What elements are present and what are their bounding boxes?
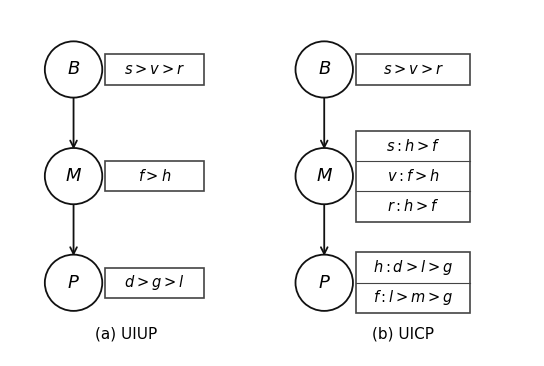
Text: $v : f > h$: $v : f > h$ [387,168,440,184]
Text: (b) UICP: (b) UICP [372,326,434,341]
FancyBboxPatch shape [356,131,471,221]
Text: $f > h$: $f > h$ [138,168,171,184]
Text: $B$: $B$ [67,60,80,78]
Text: (a) UIUP: (a) UIUP [95,326,157,341]
Ellipse shape [45,148,102,204]
Text: $s > v > r$: $s > v > r$ [124,62,185,77]
Text: $h : d > l > g$: $h : d > l > g$ [373,258,453,277]
FancyBboxPatch shape [105,161,204,191]
Ellipse shape [45,255,102,311]
Ellipse shape [295,41,353,98]
Text: $r : h > f$: $r : h > f$ [387,198,440,214]
FancyBboxPatch shape [356,253,471,313]
Ellipse shape [295,148,353,204]
Text: $M$: $M$ [65,167,82,185]
FancyBboxPatch shape [356,54,471,85]
Ellipse shape [295,255,353,311]
Text: $d > g > l$: $d > g > l$ [124,273,185,292]
Text: $s : h > f$: $s : h > f$ [386,138,440,154]
Text: $P$: $P$ [318,274,331,292]
Text: $P$: $P$ [67,274,80,292]
Text: $M$: $M$ [316,167,333,185]
FancyBboxPatch shape [105,268,204,298]
Ellipse shape [45,41,102,98]
Text: $s > v > r$: $s > v > r$ [382,62,443,77]
Text: $B$: $B$ [318,60,331,78]
FancyBboxPatch shape [105,54,204,85]
Text: $f : l > m > g$: $f : l > m > g$ [373,288,453,307]
